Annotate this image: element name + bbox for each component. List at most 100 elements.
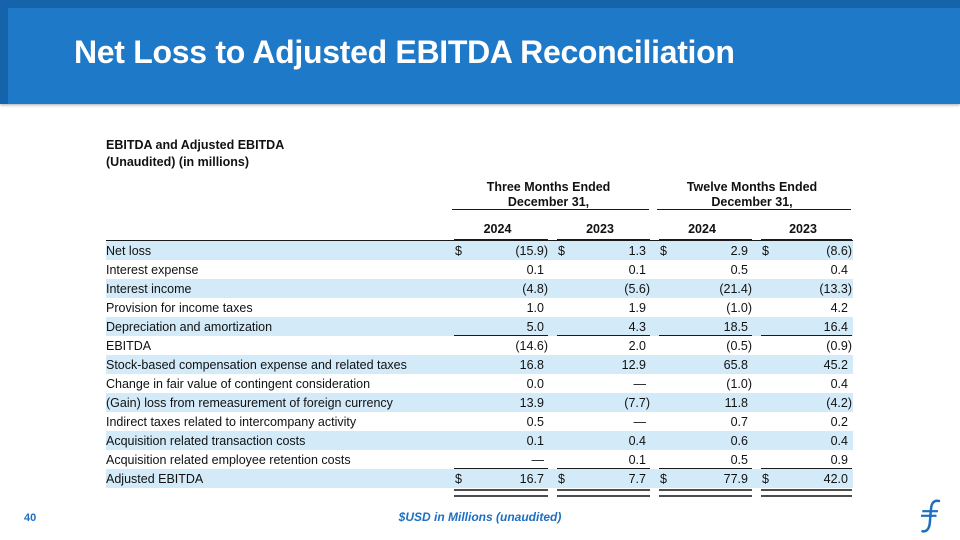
double-total-rule xyxy=(454,489,548,497)
currency-symbol: $ xyxy=(660,471,667,486)
value: 0.1 xyxy=(628,262,646,277)
table-row: Depreciation and amortization 5.0 4.3 18.5 1… xyxy=(106,317,853,336)
table-row: Interest expense 0.1 0.1 0.5 0.4 xyxy=(106,260,853,279)
subtotal-rule xyxy=(761,468,852,469)
row-value-cell: 13.9 xyxy=(446,393,549,412)
row-value-cell: (0.9) xyxy=(753,336,853,355)
value: 0.1 xyxy=(526,433,544,448)
value: 0.5 xyxy=(526,414,544,429)
value: 4.3 xyxy=(628,319,646,334)
row-label: Provision for income taxes xyxy=(106,300,253,315)
empty-header-cell xyxy=(106,173,446,210)
table-body: Net loss $ (15.9) $1.3 $2.9 $ (8.6) Interest ex… xyxy=(106,240,853,497)
table-heading-line1: EBITDA and Adjusted EBITDA xyxy=(106,138,285,152)
row-label: Stock-based compensation expense and rel… xyxy=(106,355,446,374)
row-value-cell: 16.4 xyxy=(753,317,853,336)
currency-symbol: $ xyxy=(455,243,462,258)
year-header: 2023 xyxy=(549,210,651,241)
value: (1.0) xyxy=(726,300,752,315)
row-value-cell: 0.4 xyxy=(753,431,853,450)
table-row: (Gain) loss from remeasurement of foreig… xyxy=(106,393,853,412)
column-group-three-months: Three Months Ended December 31, xyxy=(446,173,651,210)
row-label: Change in fair value of contingent consi… xyxy=(106,376,371,391)
row-value-cell: 0.4 xyxy=(753,260,853,279)
value: 4.2 xyxy=(830,300,848,315)
row-value-cell: — xyxy=(549,412,651,431)
footnote: $USD in Millions (unaudited) xyxy=(398,510,562,524)
header-rule xyxy=(761,239,852,240)
row-value-cell: (13.3) xyxy=(753,279,853,298)
column-group-label: Three Months Ended xyxy=(486,180,611,194)
value: 2.9 xyxy=(730,243,748,258)
value: (1.0) xyxy=(726,376,752,391)
subtotal-rule xyxy=(454,468,548,469)
value: 2.0 xyxy=(628,338,646,353)
row-label: Adjusted EBITDA xyxy=(106,469,446,488)
table-row: Net loss $ (15.9) $1.3 $2.9 $ (8.6) xyxy=(106,240,853,260)
company-f-logo-icon xyxy=(921,499,941,533)
row-value-cell: (1.0) xyxy=(651,298,753,317)
row-value-cell: — xyxy=(549,374,651,393)
row-value-cell: 0.7 xyxy=(651,412,753,431)
table-row: Adjusted EBITDA $16.7 $7.7 $77.9 $42.0 xyxy=(106,469,853,497)
row-value-cell: (14.6) xyxy=(446,336,549,355)
row-value-cell: (0.5) xyxy=(651,336,753,355)
value: 77.9 xyxy=(723,471,748,486)
row-value-cell: (4.8) xyxy=(446,279,549,298)
value: 0.5 xyxy=(730,262,748,277)
column-group-row: Three Months Ended December 31, Twelve M… xyxy=(106,173,853,210)
row-value-cell: 0.2 xyxy=(753,412,853,431)
row-value-cell: 0.1 xyxy=(549,450,651,469)
value: (0.9) xyxy=(826,338,852,353)
value: 0.9 xyxy=(830,452,848,467)
value: 16.7 xyxy=(519,471,544,486)
value: 18.5 xyxy=(723,319,748,334)
value: 12.9 xyxy=(621,357,646,372)
row-value-cell: 16.8 xyxy=(446,355,549,374)
table-head: Three Months Ended December 31, Twelve M… xyxy=(106,173,853,241)
row-value-cell: (7.7) xyxy=(549,393,651,412)
row-value-cell: 11.8 xyxy=(651,393,753,412)
year-header: 2024 xyxy=(651,210,753,241)
column-group-twelve-months: Twelve Months Ended December 31, xyxy=(651,173,853,210)
value: (14.6) xyxy=(515,338,548,353)
row-value-cell: 0.5 xyxy=(651,450,753,469)
row-value-cell: 4.3 xyxy=(549,317,651,336)
row-value-cell: 0.6 xyxy=(651,431,753,450)
empty-header-cell xyxy=(106,210,446,241)
table-row: EBITDA (14.6) 2.0 (0.5) (0.9) xyxy=(106,336,853,355)
row-label: Indirect taxes related to intercompany a… xyxy=(106,414,357,429)
row-value-cell: $7.7 xyxy=(549,469,651,497)
table-row: Acquisition related employee retention c… xyxy=(106,450,853,469)
row-value-cell: 0.5 xyxy=(651,260,753,279)
value: 0.4 xyxy=(628,433,646,448)
title-banner-edge: Net Loss to Adjusted EBITDA Reconciliati… xyxy=(0,0,960,104)
row-value-cell: 5.0 xyxy=(446,317,549,336)
value: — xyxy=(531,452,545,467)
row-value-cell: (4.2) xyxy=(753,393,853,412)
row-value-cell: 12.9 xyxy=(549,355,651,374)
table-row: Stock-based compensation expense and rel… xyxy=(106,355,853,374)
value: 0.4 xyxy=(830,376,848,391)
column-group-label: Twelve Months Ended xyxy=(686,180,818,194)
double-total-rule xyxy=(761,489,852,497)
value: (15.9) xyxy=(515,243,548,258)
row-value-cell: — xyxy=(446,450,549,469)
value: 0.7 xyxy=(730,414,748,429)
value: 11.8 xyxy=(724,395,748,410)
row-value-cell: 1.9 xyxy=(549,298,651,317)
header-rule xyxy=(557,239,650,240)
row-value-cell: $16.7 xyxy=(446,469,549,497)
currency-symbol: $ xyxy=(455,471,462,486)
year-header: 2024 xyxy=(446,210,549,241)
table-row: Acquisition related transaction costs 0.1… xyxy=(106,431,853,450)
value: 65.8 xyxy=(723,357,748,372)
value: (8.6) xyxy=(826,243,852,258)
subtotal-rule xyxy=(659,468,752,469)
row-label: EBITDA xyxy=(106,338,152,353)
row-value-cell: $77.9 xyxy=(651,469,753,497)
header-rule xyxy=(454,239,548,240)
value: (4.2) xyxy=(826,395,852,410)
row-value-cell: $ (8.6) xyxy=(753,240,853,260)
row-value-cell: 0.9 xyxy=(753,450,853,469)
